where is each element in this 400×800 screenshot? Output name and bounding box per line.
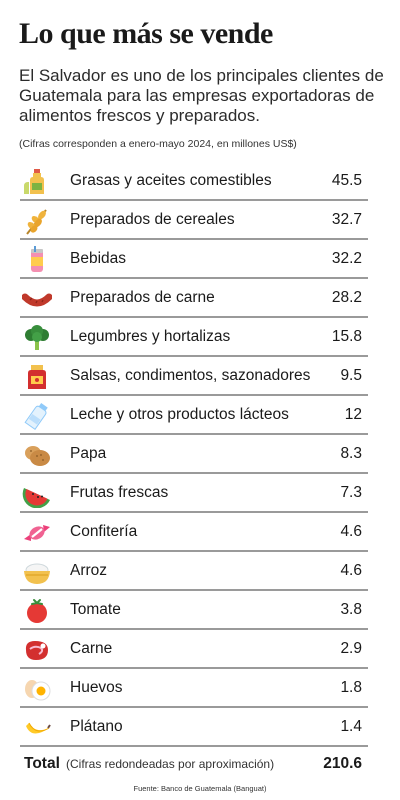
row-value: 28.2 xyxy=(331,289,362,306)
eggs-icon xyxy=(25,680,51,701)
intro-text: El Salvador es uno de los principales cl… xyxy=(19,66,384,125)
row-label: Legumbres y hortalizas xyxy=(70,328,231,345)
row-label: Frutas frescas xyxy=(70,484,169,501)
table-row: Tomate 3.8 xyxy=(20,591,368,630)
row-label: Huevos xyxy=(70,679,123,696)
row-label: Grasas y aceites comestibles xyxy=(70,172,272,189)
source-note: Fuente: Banco de Guatemala (Banguat) xyxy=(133,784,267,793)
row-value: 32.2 xyxy=(331,250,362,267)
potato-icon xyxy=(25,446,50,466)
table-row: Grasas y aceites comestibles 45.5 xyxy=(20,162,368,201)
row-value: 12 xyxy=(344,406,362,423)
sausage-icon xyxy=(22,293,52,307)
rice-bowl-icon xyxy=(24,563,50,584)
row-value: 4.6 xyxy=(340,523,362,540)
table-row: Preparados de carne 28.2 xyxy=(20,279,368,318)
row-label: Bebidas xyxy=(70,250,127,267)
sauce-jar-icon xyxy=(28,365,46,389)
table-row: Carne 2.9 xyxy=(20,630,368,669)
row-value: 32.7 xyxy=(331,211,362,228)
table-row: Frutas frescas 7.3 xyxy=(20,474,368,513)
table-row: Confitería 4.6 xyxy=(20,513,368,552)
milk-bottle-icon xyxy=(24,403,48,430)
candy-icon xyxy=(24,525,50,541)
total-value: 210.6 xyxy=(323,755,362,772)
tomato-icon xyxy=(27,599,47,623)
oil-bottle-icon xyxy=(24,169,44,194)
table-row: Huevos 1.8 xyxy=(20,669,368,708)
row-label: Preparados de cereales xyxy=(70,211,235,228)
total-row: Total (Cifras redondeadas por aproximaci… xyxy=(20,752,368,776)
table-row: Salsas, condimentos, sazonadores 9.5 xyxy=(20,357,368,396)
row-label: Arroz xyxy=(70,562,108,579)
row-value: 8.3 xyxy=(340,445,362,462)
row-value: 3.8 xyxy=(340,601,362,618)
row-value: 2.9 xyxy=(340,640,362,657)
total-label: Total xyxy=(24,755,60,772)
wheat-icon xyxy=(26,209,47,235)
total-note: (Cifras redondeadas por aproximación) xyxy=(66,757,275,771)
row-label: Tomate xyxy=(70,601,121,618)
table-row: Papa 8.3 xyxy=(20,435,368,474)
row-value: 9.5 xyxy=(340,367,362,384)
drink-can-icon xyxy=(31,246,43,272)
watermelon-icon xyxy=(22,488,50,508)
row-label: Preparados de carne xyxy=(70,289,215,306)
table-row: Arroz 4.6 xyxy=(20,552,368,591)
row-label: Confitería xyxy=(70,523,138,540)
row-value: 1.4 xyxy=(340,718,362,735)
row-value: 4.6 xyxy=(340,562,362,579)
row-value: 45.5 xyxy=(331,172,362,189)
table-row: Plátano 1.4 xyxy=(20,708,368,747)
row-label: Leche y otros productos lácteos xyxy=(70,406,289,423)
broccoli-icon xyxy=(25,325,49,350)
table-row: Leche y otros productos lácteos 12 xyxy=(20,396,368,435)
meat-icon xyxy=(25,641,48,660)
row-label: Papa xyxy=(70,445,107,462)
row-value: 7.3 xyxy=(340,484,362,501)
row-label: Carne xyxy=(70,640,113,657)
exports-table: Grasas y aceites comestibles 45.5 Preparad… xyxy=(20,162,368,747)
row-label: Salsas, condimentos, sazonadores xyxy=(70,367,311,384)
row-value: 15.8 xyxy=(331,328,362,345)
table-row: Legumbres y hortalizas 15.8 xyxy=(20,318,368,357)
row-label: Plátano xyxy=(70,718,123,735)
row-value: 1.8 xyxy=(340,679,362,696)
table-row: Preparados de cereales 32.7 xyxy=(20,201,368,240)
page-title: Lo que más se vende xyxy=(19,17,273,50)
table-row: Bebidas 32.2 xyxy=(20,240,368,279)
unit-note: (Cifras corresponden a enero-mayo 2024, … xyxy=(19,138,297,150)
banana-icon xyxy=(26,722,51,734)
